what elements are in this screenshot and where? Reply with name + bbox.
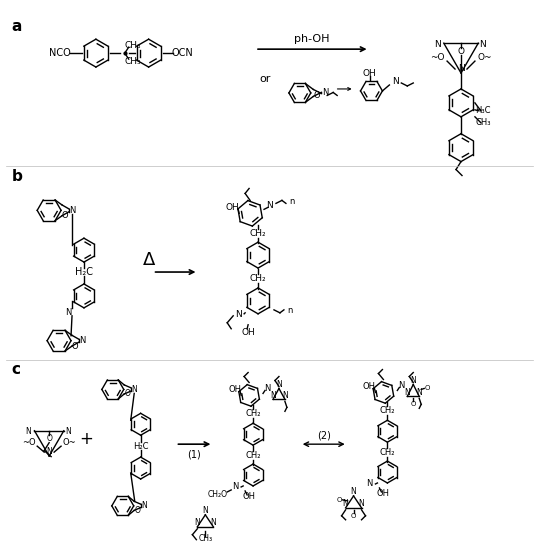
Text: CH₂: CH₂ (379, 448, 395, 456)
Text: N: N (458, 64, 465, 73)
Text: O: O (337, 497, 342, 503)
Text: N: N (195, 518, 201, 527)
Text: N: N (46, 446, 52, 456)
Text: OH: OH (229, 385, 241, 394)
Text: CH₂: CH₂ (379, 406, 395, 415)
Text: (2): (2) (317, 430, 330, 440)
Text: Δ: Δ (142, 251, 155, 269)
Text: N: N (404, 388, 410, 397)
Text: O~: O~ (478, 52, 492, 61)
Text: CH₂: CH₂ (245, 409, 261, 418)
Text: N: N (235, 310, 241, 319)
Text: O: O (411, 401, 416, 407)
Text: ~O: ~O (23, 437, 36, 447)
Text: N: N (65, 309, 71, 318)
Text: O~: O~ (62, 437, 76, 447)
Text: N: N (270, 391, 276, 400)
Text: O: O (314, 91, 321, 100)
Text: CH₃: CH₃ (125, 41, 141, 50)
Text: N: N (479, 40, 486, 49)
Text: N: N (26, 427, 31, 436)
Text: H₂C: H₂C (133, 442, 148, 451)
Text: b: b (11, 169, 22, 184)
Text: N: N (141, 502, 147, 511)
Text: N: N (398, 381, 404, 390)
Text: O: O (351, 513, 356, 519)
Text: CH₃: CH₃ (198, 534, 212, 543)
Text: NCO: NCO (49, 48, 71, 58)
Text: N: N (410, 376, 416, 385)
Text: OH: OH (363, 382, 376, 391)
Text: N: N (65, 427, 71, 436)
Text: OCN: OCN (171, 48, 194, 58)
Text: H₂C: H₂C (75, 267, 93, 277)
Text: N: N (232, 483, 238, 492)
Text: ph-OH: ph-OH (294, 34, 329, 44)
Text: N: N (69, 206, 75, 215)
Text: N: N (264, 384, 270, 393)
Text: OH: OH (377, 489, 390, 498)
Text: O: O (46, 434, 52, 443)
Text: +: + (79, 430, 93, 448)
Text: N: N (416, 388, 422, 397)
Text: N: N (434, 40, 441, 49)
Text: N: N (392, 78, 399, 86)
Text: N: N (79, 336, 85, 345)
Text: H₃C: H₃C (475, 107, 490, 116)
Text: (1): (1) (188, 449, 201, 459)
Text: N: N (351, 488, 356, 497)
Text: OH: OH (243, 492, 255, 502)
Text: O: O (62, 211, 68, 220)
Text: N: N (343, 499, 349, 508)
Text: N: N (267, 201, 273, 210)
Text: O: O (425, 386, 430, 392)
Text: or: or (259, 74, 271, 84)
Text: CH₃: CH₃ (125, 56, 141, 66)
Text: CH₂: CH₂ (250, 229, 266, 238)
Text: a: a (11, 20, 22, 34)
Text: N: N (210, 518, 216, 527)
Text: ~O: ~O (430, 52, 444, 61)
Text: N: N (203, 506, 208, 516)
Text: N: N (132, 385, 137, 394)
Text: CH₃: CH₃ (475, 118, 490, 127)
Text: n: n (287, 306, 293, 315)
Text: N: N (322, 88, 328, 98)
Text: N: N (276, 380, 282, 389)
Text: O: O (125, 389, 130, 398)
Text: CH₂: CH₂ (250, 273, 266, 282)
Text: N: N (282, 391, 288, 400)
Text: OH: OH (241, 328, 255, 337)
Text: OH: OH (225, 203, 239, 212)
Text: CH₂O: CH₂O (208, 490, 227, 499)
Text: N: N (367, 479, 372, 488)
Text: n: n (289, 197, 295, 206)
Text: c: c (11, 362, 20, 377)
Text: CH₂: CH₂ (245, 451, 261, 460)
Text: O: O (458, 47, 465, 56)
Text: O: O (134, 506, 140, 515)
Text: OH: OH (363, 69, 376, 78)
Text: O: O (72, 341, 78, 350)
Text: N: N (358, 499, 364, 508)
